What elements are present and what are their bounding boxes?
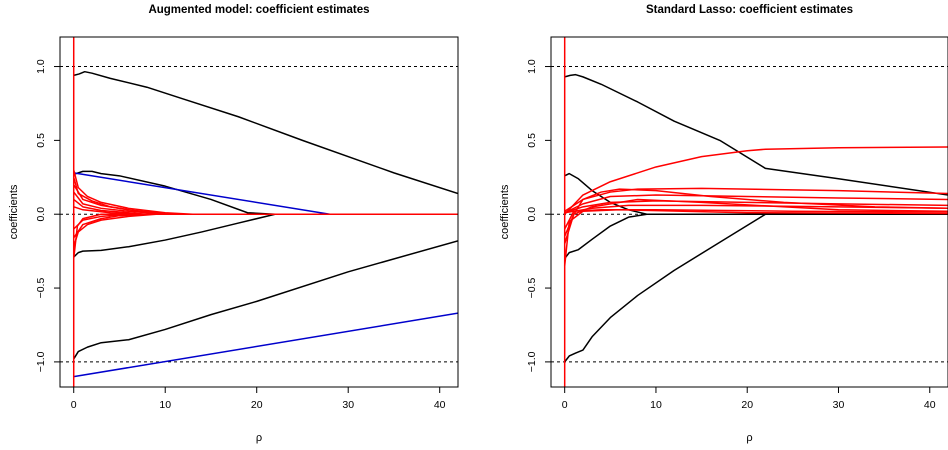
chart-title: Augmented model: coefficient estimates <box>148 4 369 16</box>
series-line-black <box>564 172 948 215</box>
series-group <box>72 37 458 387</box>
series-line-black <box>73 70 458 195</box>
series-line-red <box>563 209 948 266</box>
y-tick-label: 0.5 <box>526 133 538 148</box>
series-line-black <box>564 213 948 363</box>
panel-augmented: Augmented model: coefficient estimates 0 1… <box>8 4 459 444</box>
y-tick-label: −1.0 <box>526 351 538 372</box>
series-line-black <box>564 73 948 196</box>
series-line-red <box>72 213 458 259</box>
plot-frame <box>59 36 459 388</box>
series-line-red <box>564 146 948 215</box>
x-tick-label: 0 <box>562 399 568 411</box>
x-tick-label: 20 <box>741 399 753 411</box>
series-line-red <box>73 213 458 247</box>
series-group <box>563 37 948 387</box>
series-line-red <box>73 184 458 215</box>
panel-lasso: Standard Lasso: coefficient estimates 0 10… <box>499 4 948 444</box>
y-tick-label: −0.5 <box>526 278 538 299</box>
y-tick-label: −1.0 <box>35 351 47 372</box>
series-line-red <box>564 194 948 214</box>
x-axis-label: ρ <box>746 432 752 444</box>
plot-frame <box>550 36 948 388</box>
x-tick-label: 30 <box>342 399 354 411</box>
x-tick-label: 10 <box>650 399 662 411</box>
y-tick-label: 0.5 <box>35 133 47 148</box>
series-line-black <box>73 240 458 360</box>
x-tick-label: 10 <box>159 399 171 411</box>
chart-title: Standard Lasso: coefficient estimates <box>646 4 853 16</box>
x-tick-label: 40 <box>434 399 446 411</box>
series-line-black <box>73 170 458 215</box>
series-line-red <box>73 206 458 215</box>
series-line-black <box>564 213 948 259</box>
x-tick-label: 30 <box>833 399 845 411</box>
x-axis-label: ρ <box>256 432 262 444</box>
x-tick-label: 20 <box>251 399 263 411</box>
x-tick-label: 0 <box>71 399 77 411</box>
series-line-red <box>563 198 948 237</box>
y-tick-label: −0.5 <box>35 278 47 299</box>
y-tick-label: 1.0 <box>35 59 47 74</box>
y-tick-label: 1.0 <box>526 59 538 74</box>
x-tick-label: 40 <box>924 399 936 411</box>
series-line-black <box>73 213 458 258</box>
series-line-blue <box>73 312 458 378</box>
y-axis-label: coefficients <box>8 184 20 239</box>
y-tick-label: 0.0 <box>526 207 538 222</box>
y-tick-label: 0.0 <box>35 207 47 222</box>
series-line-red <box>563 188 948 244</box>
y-axis-label: coefficients <box>499 184 511 239</box>
series-line-red <box>72 169 458 215</box>
series-line-red <box>73 213 458 239</box>
